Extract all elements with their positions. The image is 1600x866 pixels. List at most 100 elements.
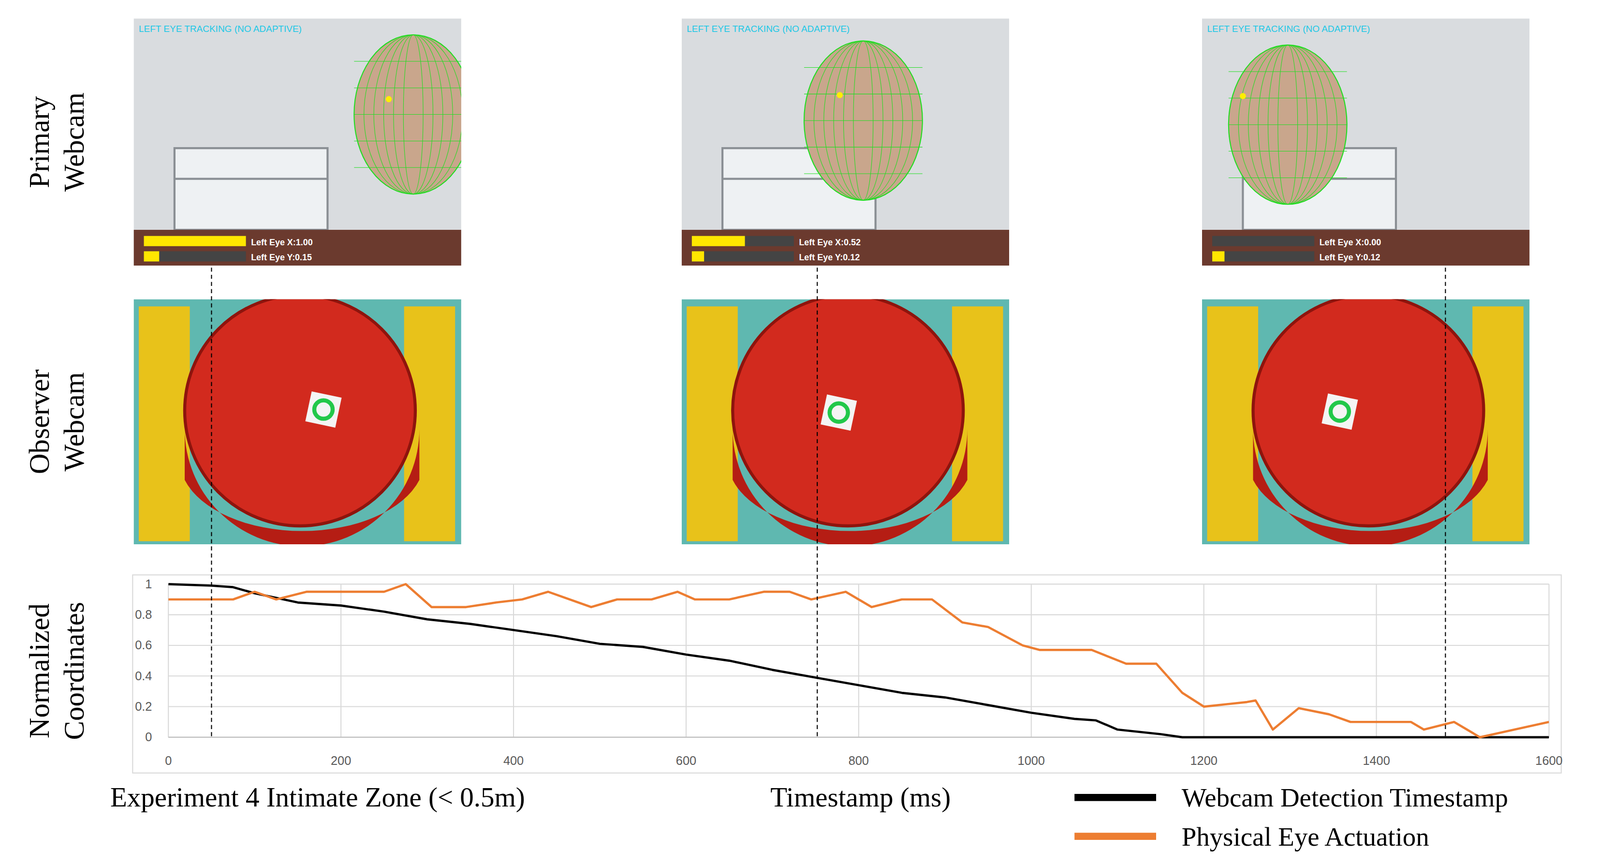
bar-track: [144, 235, 247, 247]
y-tick-label: 0.2: [134, 699, 152, 713]
bar-track: [144, 250, 247, 262]
detection-circle: [1330, 402, 1350, 421]
eye-y-label: Left Eye Y:0.12: [1319, 252, 1381, 263]
shirt: [681, 229, 1010, 266]
legend-swatch: [1074, 793, 1157, 801]
face-mesh: [353, 34, 462, 194]
face-mesh: [364, 34, 462, 194]
y-tick-label: 0.4: [134, 668, 152, 683]
face-mesh: [353, 114, 462, 115]
face-mesh: [1228, 150, 1348, 152]
face-mesh: [1228, 177, 1348, 178]
figure: LEFT EYE TRACKING (NO ADAPTIVE) Left Eye …: [0, 0, 1600, 866]
bar-track: [1212, 235, 1315, 247]
eye-y-label: Left Eye Y:0.15: [250, 252, 312, 263]
grid-line-y: [168, 614, 1549, 616]
grid-line-x: [167, 583, 169, 737]
fiducial: [1321, 393, 1358, 430]
overlay-header: LEFT EYE TRACKING (NO ADAPTIVE): [686, 23, 850, 34]
fiducial: [305, 391, 342, 428]
face-mesh: [804, 146, 923, 148]
face-mesh: [1228, 124, 1348, 125]
y-axis-title-line: Coordinates: [58, 601, 90, 740]
grid-line-x: [340, 583, 342, 737]
face-mesh: [353, 140, 462, 142]
face: [353, 34, 462, 194]
row-label: ObserverWebcam: [23, 368, 90, 474]
y-axis-title: NormalizedCoordinates: [23, 601, 90, 740]
chart-frame: [132, 574, 1561, 773]
eyeball: [732, 299, 964, 526]
face-mesh: [373, 34, 453, 194]
overlay-header: LEFT EYE TRACKING (NO ADAPTIVE): [1207, 23, 1371, 34]
grid-line-y: [168, 705, 1549, 707]
face-mesh: [353, 60, 462, 62]
grid-line-y: [168, 644, 1549, 646]
x-tick-label: 1400: [1362, 753, 1390, 767]
y-tick-label: 0: [145, 729, 152, 744]
row-label: PrimaryWebcam: [23, 92, 90, 192]
detection-circle: [829, 403, 849, 422]
series-line: [168, 583, 1549, 737]
eye-point: [385, 96, 393, 103]
detection-circle: [314, 399, 333, 419]
legend-label: Physical Eye Actuation: [1181, 821, 1430, 852]
face: [804, 41, 923, 201]
x-axis-title: Timestamp (ms): [770, 781, 951, 813]
observer-webcam-frame: [133, 299, 461, 544]
window: [174, 147, 328, 230]
bar-track: [691, 235, 794, 247]
x-tick-label: 800: [848, 753, 869, 767]
face-mesh: [353, 167, 462, 168]
eye-y-label: Left Eye Y:0.12: [798, 252, 860, 263]
y-tick-label: 0.8: [134, 607, 152, 621]
face-mesh: [823, 41, 903, 201]
row-label-line: Webcam: [58, 92, 90, 192]
grid-line-x: [513, 583, 514, 737]
series-group: [168, 583, 1549, 737]
x-tick-label: 200: [330, 753, 352, 767]
face-mesh: [353, 87, 462, 89]
frame-marker: [816, 267, 818, 737]
x-tick-label: 1000: [1017, 753, 1045, 767]
grid-line-y: [168, 583, 1549, 585]
eye-x-bar: [691, 235, 746, 247]
face-mesh: [1228, 97, 1348, 99]
support: [686, 306, 738, 541]
face-mesh: [1228, 71, 1348, 72]
window-frame: [174, 177, 328, 180]
frame-marker: [210, 267, 212, 737]
eye-x-label: Left Eye X:1.00: [250, 237, 313, 248]
observer-webcam-frame: [681, 299, 1010, 544]
support: [1207, 306, 1259, 541]
grid-line-x: [1548, 583, 1550, 737]
y-tick-label: 1: [145, 576, 152, 591]
face-mesh: [1238, 44, 1337, 205]
series-line: [168, 583, 1549, 737]
eye-x-label: Left Eye X:0.52: [798, 237, 861, 248]
grid-line-x: [685, 583, 687, 737]
eye-y-bar: [144, 250, 160, 262]
overlay-header: LEFT EYE TRACKING (NO ADAPTIVE): [138, 23, 302, 34]
face-mesh: [804, 93, 923, 95]
grid-line-x: [858, 583, 860, 737]
primary-webcam-frame: [681, 18, 1010, 266]
shirt: [1202, 229, 1530, 266]
fiducial: [820, 394, 857, 431]
shirt: [133, 229, 461, 266]
chart-title: Experiment 4 Intimate Zone (< 0.5m): [110, 781, 526, 813]
frame-marker: [1444, 267, 1446, 737]
legend-swatch: [1074, 832, 1157, 840]
eye-y-bar: [691, 250, 705, 262]
eyeball: [184, 299, 416, 526]
support: [138, 306, 191, 541]
row-label-line: Observer: [23, 368, 56, 474]
grid-line-x: [1030, 583, 1032, 737]
grid-line-y: [168, 675, 1549, 676]
x-tick-label: 1600: [1535, 753, 1563, 767]
face-mesh: [804, 41, 923, 201]
eye-y-bar: [1212, 250, 1225, 262]
y-axis-title-line: Normalized: [23, 602, 56, 738]
x-tick-label: 1200: [1190, 753, 1218, 767]
bar-track: [691, 250, 794, 262]
